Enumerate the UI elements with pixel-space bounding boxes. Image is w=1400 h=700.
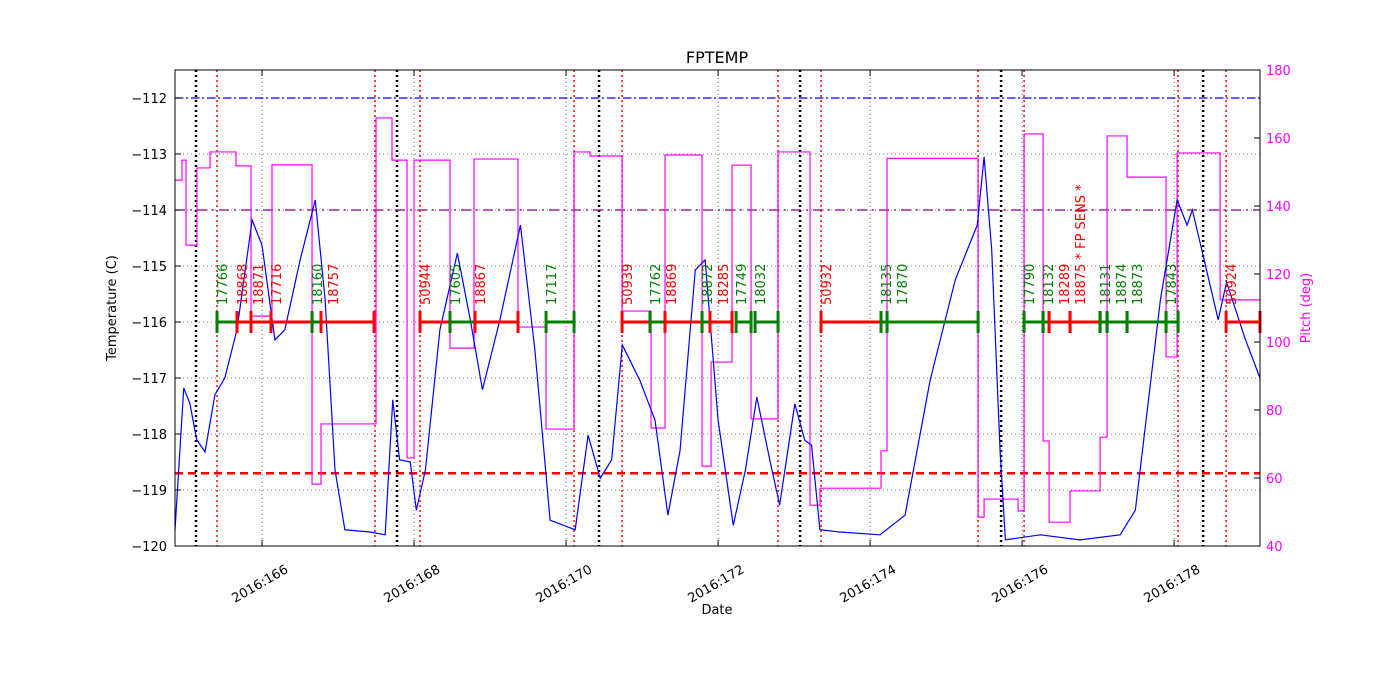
pitch-series-line [175, 117, 1260, 523]
observation-label: 17762 [649, 264, 664, 305]
y-axis-label: Temperature (C) [105, 255, 120, 362]
y2-tick-label: 160 [1266, 132, 1291, 147]
chart-title: FPTEMP [686, 48, 749, 67]
observation-label: 18875 * FP SENS * [1074, 184, 1089, 305]
observation-17117: 17117 [544, 264, 576, 333]
observation-18869: 18869 [663, 264, 704, 333]
observation-label: 18872 [701, 264, 716, 305]
observation-50944: 50944 [418, 264, 452, 333]
observation-label: 17605 [449, 264, 464, 305]
y2-tick-label: 60 [1266, 472, 1283, 487]
observation-label: 18289 [1058, 264, 1073, 305]
observation-label: 50924 [1225, 264, 1240, 305]
observation-label: 17790 [1023, 264, 1038, 305]
observation-label: 18871 [252, 264, 267, 305]
observation-17790: 17790 [1022, 264, 1045, 333]
observation-17716: 17716 [269, 264, 314, 333]
observation-label: 18135 [880, 264, 895, 305]
observation-label: 17766 [216, 264, 231, 305]
observation-label: 18032 [754, 264, 769, 305]
grid [175, 70, 1260, 547]
observation-18875: 18875 * FP SENS * [1068, 184, 1102, 333]
y2-axis-label: Pitch (deg) [1299, 273, 1314, 343]
y-tick-label: −120 [131, 540, 167, 555]
observation-18757: 18757 [319, 264, 376, 333]
observation-label: 18160 [311, 264, 326, 305]
observation-label: 17870 [896, 264, 911, 305]
y-tick-label: −119 [131, 484, 167, 499]
observation-18032: 18032 [753, 264, 780, 333]
observation-label: 50939 [621, 264, 636, 305]
y2-tick-label: 140 [1266, 200, 1291, 215]
y-tick-label: −116 [131, 316, 167, 331]
y-tick-label: −118 [131, 428, 167, 443]
temperature-series-line [174, 156, 1261, 541]
observation-18871: 18871 [249, 264, 273, 333]
x-tick-label: 2016:174 [838, 562, 899, 606]
x-tick-label: 2016:168 [382, 562, 443, 606]
y2-tick-label: 180 [1266, 64, 1291, 79]
observation-label: 18873 [1131, 264, 1146, 305]
y-tick-label: −117 [131, 372, 167, 387]
y2-tick-label: 80 [1266, 404, 1283, 419]
y-tick-label: −114 [131, 204, 167, 219]
y2-tick-label: 100 [1266, 336, 1291, 351]
observation-50939: 50939 [620, 264, 652, 333]
observation-label: 17117 [545, 264, 560, 305]
observation-17605: 17605 [448, 264, 477, 333]
observation-50932: 50932 [819, 264, 883, 333]
y2-tick-label: 120 [1266, 268, 1291, 283]
x-tick-label: 2016:176 [990, 562, 1051, 606]
observation-label: 17749 [735, 264, 750, 305]
observation-17749: 17749 [734, 264, 753, 333]
plot-frame [174, 69, 1261, 547]
x-tick-label: 2016:172 [686, 562, 747, 606]
observation-label: 17716 [270, 264, 285, 305]
observation-label: 18868 [236, 264, 251, 305]
observation-label: 18867 [474, 264, 489, 305]
reference-lines [175, 70, 1260, 546]
observation-17762: 17762 [648, 264, 667, 333]
observation-label: 18874 [1115, 264, 1130, 305]
y2-tick-label: 40 [1266, 540, 1283, 555]
y-tick-label: −113 [131, 148, 167, 163]
x-tick-label: 2016:170 [534, 562, 595, 606]
observation-18867: 18867 [473, 264, 520, 333]
y-tick-label: −115 [131, 260, 167, 275]
x-axis-label: Date [701, 603, 732, 618]
observations: 17766 18868 18871 17716 18160 18757 50944 17605… [215, 184, 1262, 333]
observation-label: 18757 [327, 264, 342, 305]
observation-label: 50944 [419, 264, 434, 305]
observation-label: 18869 [665, 264, 680, 305]
observation-label: 50932 [820, 264, 835, 305]
observation-label: 17843 [1165, 264, 1180, 305]
observation-18868: 18868 [235, 264, 253, 333]
y-tick-label: −112 [131, 92, 167, 107]
observation-17766: 17766 [215, 264, 239, 333]
x-tick-label: 2016:166 [230, 562, 291, 606]
observation-label: 18285 [717, 264, 732, 305]
observation-label: 18132 [1042, 264, 1057, 305]
x-tick-label: 2016:178 [1142, 562, 1203, 606]
observation-label: 18131 [1099, 264, 1114, 305]
observation-17870: 17870 [885, 264, 980, 333]
observation-18285: 18285 [708, 264, 734, 333]
series [174, 117, 1261, 541]
observation-17843: 17843 [1164, 264, 1180, 333]
